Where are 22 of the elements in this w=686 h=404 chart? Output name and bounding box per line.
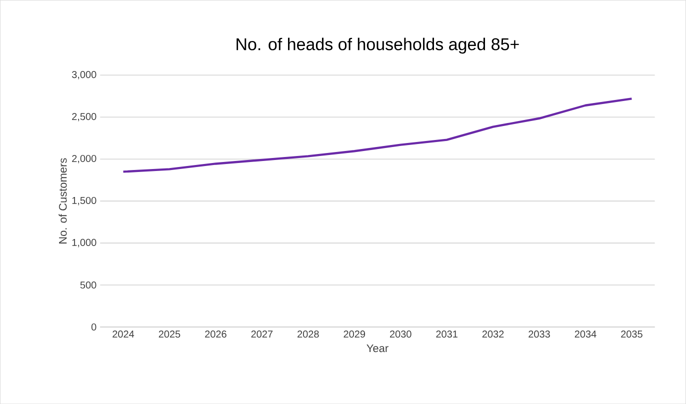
x-tick-label: 2030 [390,330,412,338]
y-axis-title: No. of Customers [58,158,67,244]
x-tick-label: 2029 [344,330,366,338]
x-tick-label: 2027 [251,330,273,338]
x-tick-label: 2032 [482,330,504,338]
x-axis-title: Year [366,344,388,352]
y-tick-label: 3,000 [72,70,96,80]
x-tick-label: 2031 [436,330,458,338]
y-tick-label: 0 [91,323,96,330]
x-tick-label: 2024 [112,330,134,338]
x-tick-label: 2028 [298,330,319,338]
x-tick-label: 2025 [158,330,180,338]
y-tick-label: 2,000 [72,154,96,164]
chart-title: No. of heads of households aged 85+ [236,38,519,54]
x-tick-label: 2026 [205,330,226,338]
y-tick-label: 2,500 [72,112,96,122]
x-tick-label: 2034 [574,330,596,338]
x-tick-label: 2033 [528,330,550,338]
x-tick-label: 2035 [621,330,642,338]
y-tick-label: 500 [80,281,96,288]
y-tick-label: 1,500 [72,196,96,206]
y-tick-label: 1,000 [72,238,96,248]
